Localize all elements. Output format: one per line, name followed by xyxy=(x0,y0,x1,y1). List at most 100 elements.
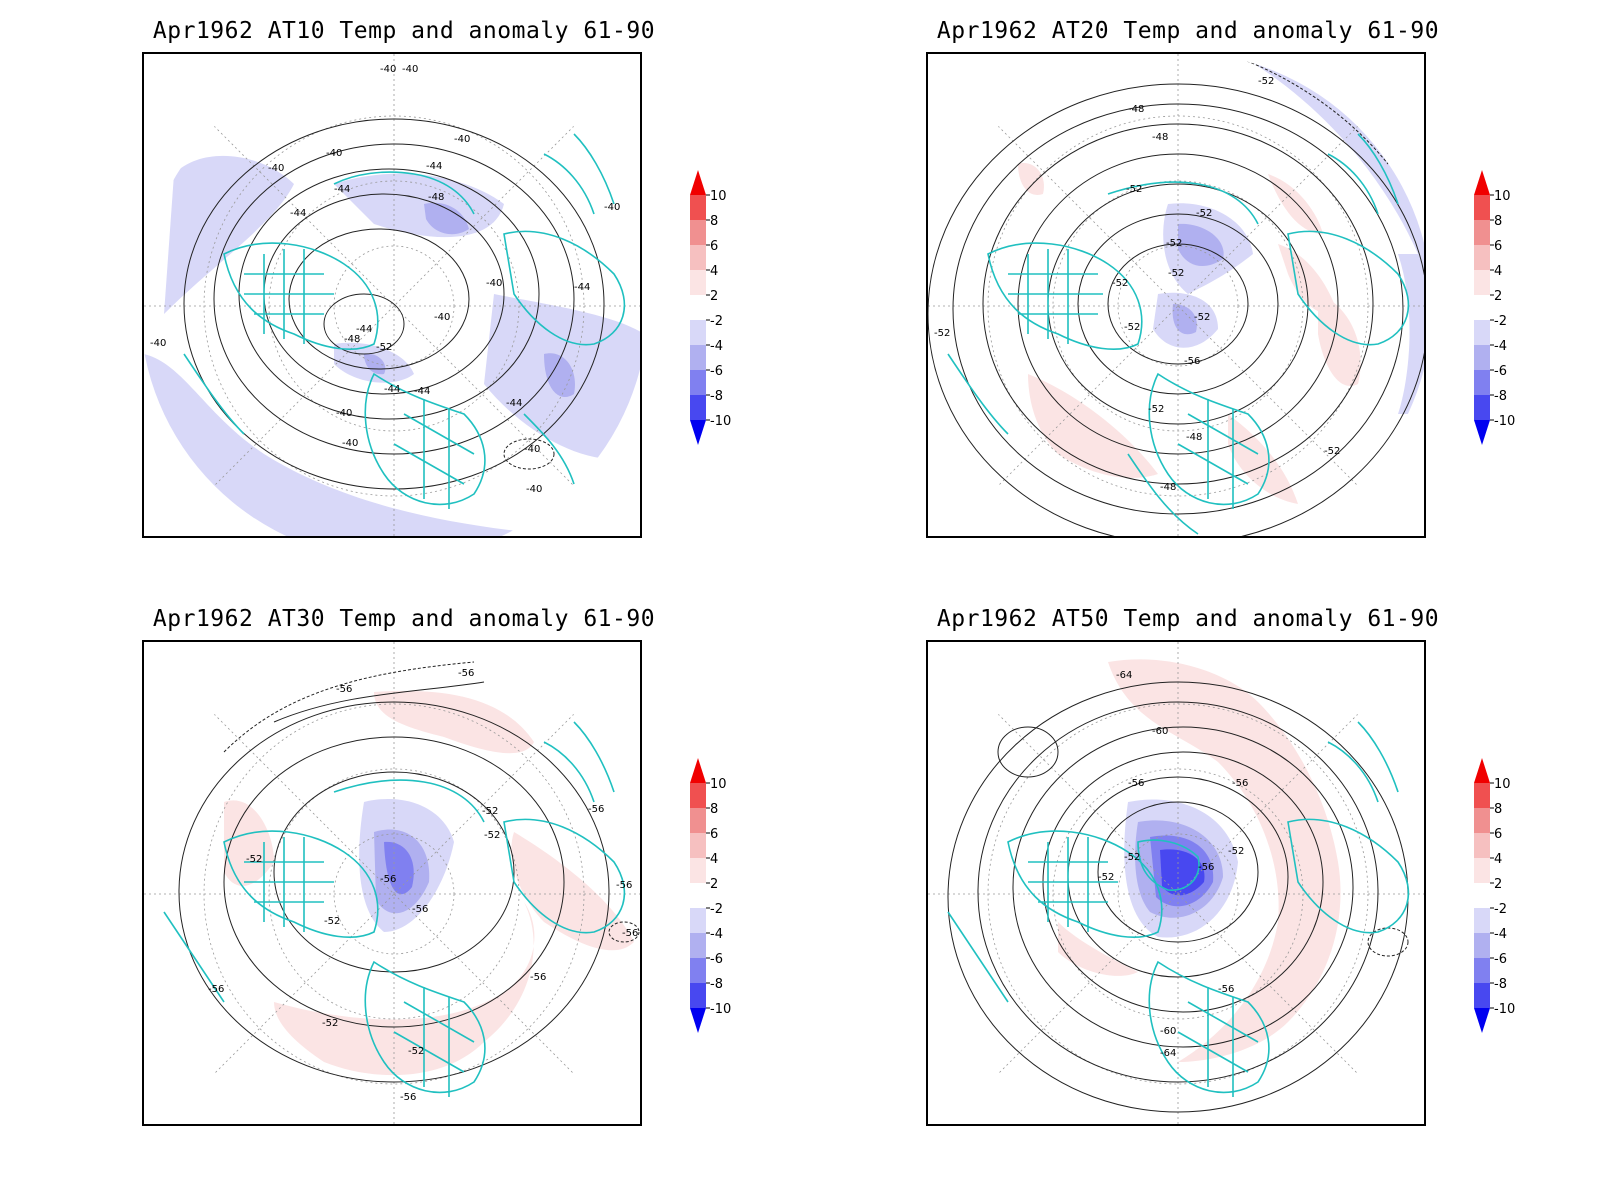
colorbar-tick-label: 10 xyxy=(1494,189,1511,204)
colorbar-tick-label: -4 xyxy=(710,339,723,354)
colorbar-svg: 10 8 6 4 2 -2 -4 -6 -8 -10 xyxy=(690,758,731,1033)
colorbar-tick-label: -4 xyxy=(1494,927,1507,942)
colorbar-tick-label: -6 xyxy=(710,952,723,967)
colorbar-max-arrow xyxy=(1474,758,1490,783)
contour-label: -56 xyxy=(1198,862,1214,873)
contour-labels: -56 -56 -52 -52 -52 -56 -56 -52 -56 -56 … xyxy=(208,668,638,1103)
contour-label: -56 xyxy=(208,984,224,995)
colorbar-tick-label: -8 xyxy=(710,389,723,404)
contour-label: -56 xyxy=(1128,778,1144,789)
anomaly-fill xyxy=(1108,659,1341,1062)
contour-label: -48 xyxy=(1152,132,1168,143)
anomaly-fill xyxy=(374,690,534,754)
colorbar-segment xyxy=(690,883,706,908)
colorbar-tick-label: 6 xyxy=(710,827,718,842)
panel-title: Apr1962 AT10 Temp and anomaly 61-90 xyxy=(152,18,656,44)
colorbar-segment xyxy=(690,245,706,270)
contour-label: -44 xyxy=(414,386,430,397)
colorbar-tick-label: 2 xyxy=(1494,877,1502,892)
colorbar-tick-label: -6 xyxy=(1494,364,1507,379)
polar-map: -64 -60 -56 -56 -52 -52 -56 -52 -56 -60 … xyxy=(926,640,1426,1126)
anomaly-fill xyxy=(164,155,294,314)
contour-label: -52 xyxy=(1258,76,1274,87)
colorbar-segment xyxy=(1474,958,1490,983)
colorbar: 10 8 6 4 2 -2 -4 -6 -8 -10 xyxy=(1468,758,1538,1038)
colorbar-segment xyxy=(690,933,706,958)
contour-label: -40 xyxy=(380,64,396,75)
colorbar-tick-label: -8 xyxy=(1494,977,1507,992)
colorbar-segment xyxy=(1474,245,1490,270)
panel-title: Apr1962 AT50 Temp and anomaly 61-90 xyxy=(936,606,1440,632)
colorbar-segment xyxy=(690,858,706,883)
colorbar-segment xyxy=(690,833,706,858)
contour-label: -60 xyxy=(1160,1026,1176,1037)
contour-label: -52 xyxy=(322,1018,338,1029)
colorbar-segment xyxy=(690,370,706,395)
contour-label: -44 xyxy=(290,208,306,219)
polar-map-svg: -56 -56 -52 -52 -52 -56 -56 -52 -56 -56 … xyxy=(144,642,640,1124)
contour-label: -40 xyxy=(342,438,358,449)
contour-label: -48 xyxy=(1160,482,1176,493)
contour-label: -48 xyxy=(1128,104,1144,115)
contour-label: -56 xyxy=(400,1092,416,1103)
panel-at30: Apr1962 AT30 Temp and anomaly 61-90 xyxy=(132,606,912,1136)
colorbar-min-arrow xyxy=(690,420,706,445)
contour-label: -40 xyxy=(336,408,352,419)
colorbar-segment xyxy=(1474,370,1490,395)
panel-title: Apr1962 AT30 Temp and anomaly 61-90 xyxy=(152,606,656,632)
anomaly-fill xyxy=(1058,922,1138,976)
contour-label: -40 xyxy=(268,163,284,174)
colorbar-tick-label: 2 xyxy=(710,289,718,304)
contour-label: -48 xyxy=(428,192,444,203)
contour-labels: -40 -40 -40 -40 -44 -44 -44 -48 -48 -52 … xyxy=(150,64,620,495)
contour-label: -56 xyxy=(530,972,546,983)
colorbar-max-arrow xyxy=(690,758,706,783)
anomaly-fill xyxy=(1018,163,1044,195)
polar-map-svg: -40 -40 -40 -40 -44 -44 -44 -48 -48 -52 … xyxy=(144,54,640,536)
colorbar-tick-label: 2 xyxy=(1494,289,1502,304)
colorbar-tick-label: 10 xyxy=(710,777,727,792)
colorbar-tick-label: -2 xyxy=(710,314,723,329)
colorbar-tick-label: -4 xyxy=(710,927,723,942)
contour-label: -52 xyxy=(1112,278,1128,289)
colorbar-tick-label: 8 xyxy=(1494,802,1502,817)
contour-label: -56 xyxy=(1184,356,1200,367)
colorbar-segment xyxy=(690,983,706,1008)
colorbar-tick-label: -2 xyxy=(1494,314,1507,329)
contour-label: -56 xyxy=(380,874,396,885)
colorbar-tick-label: 4 xyxy=(1494,852,1502,867)
anomaly-fill xyxy=(1172,304,1197,335)
panel-at50: Apr1962 AT50 Temp and anomaly 61-90 xyxy=(916,606,1596,1136)
anomaly-fill xyxy=(1160,849,1205,896)
contour-label: -44 xyxy=(334,184,350,195)
colorbar-segment xyxy=(1474,220,1490,245)
contour-label: -56 xyxy=(1232,778,1248,789)
contour-label: -40 xyxy=(150,338,166,349)
colorbar-tick-label: 4 xyxy=(710,852,718,867)
contour-label: -52 xyxy=(484,830,500,841)
contour-label: -44 xyxy=(426,161,442,172)
colorbar-segment xyxy=(1474,395,1490,420)
anomaly-fill xyxy=(1178,223,1224,267)
contour-label: -48 xyxy=(1186,432,1202,443)
contour-label: -56 xyxy=(458,668,474,679)
contour-label: -40 xyxy=(486,278,502,289)
contour-label: -52 xyxy=(1148,404,1164,415)
contour-labels: -52 -48 -48 -52 -52 -52 -52 -52 -52 -52 … xyxy=(934,76,1340,493)
contour-label: -40 xyxy=(604,202,620,213)
contour-label: -40 xyxy=(434,312,450,323)
polar-map: -40 -40 -40 -40 -44 -44 -44 -48 -48 -52 … xyxy=(142,52,642,538)
anomaly-fill xyxy=(511,832,634,951)
colorbar-min-arrow xyxy=(1474,420,1490,445)
contour-label: -52 xyxy=(408,1046,424,1057)
contour-label: -52 xyxy=(246,854,262,865)
colorbar-segment xyxy=(1474,908,1490,933)
colorbar-tick-label: 8 xyxy=(1494,214,1502,229)
colorbar-segment xyxy=(690,345,706,370)
contour-label: -52 xyxy=(1126,184,1142,195)
contour-labels: -64 -60 -56 -56 -52 -52 -56 -52 -56 -60 … xyxy=(1098,670,1248,1059)
colorbar-tick-label: -8 xyxy=(710,977,723,992)
contour-label: -40 xyxy=(454,134,470,145)
colorbar-tick-label: -4 xyxy=(1494,339,1507,354)
colorbar-segment xyxy=(1474,833,1490,858)
